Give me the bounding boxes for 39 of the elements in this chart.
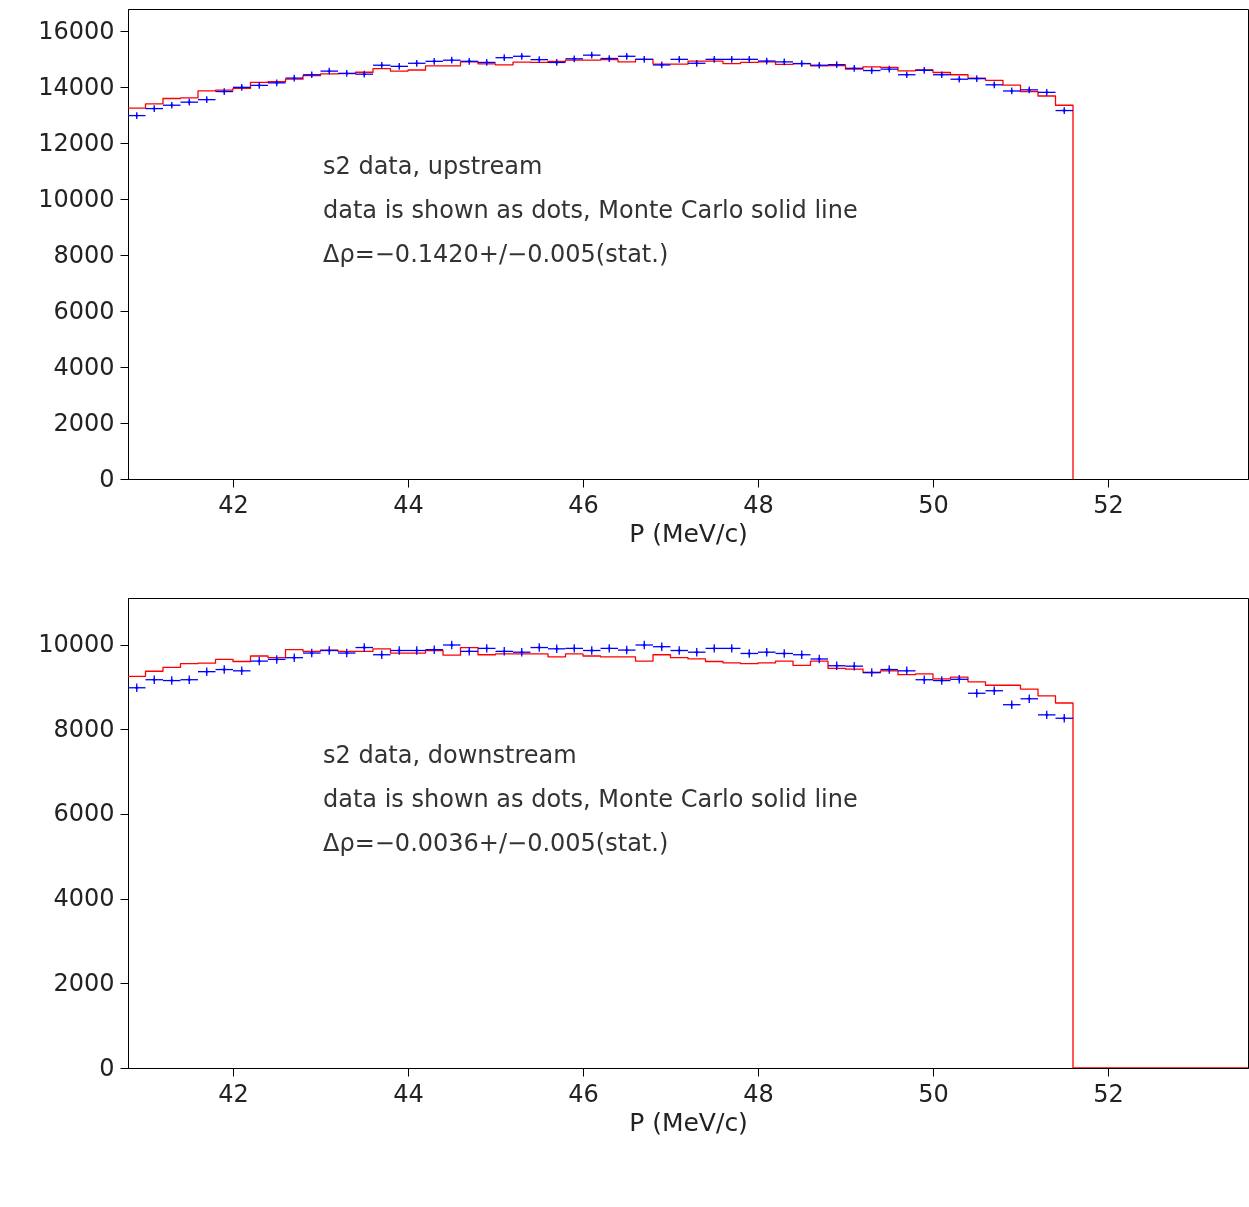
y-tick-label: 6000: [53, 296, 115, 325]
y-tick-label: 2000: [53, 968, 115, 997]
y-tick-label: 2000: [53, 408, 115, 437]
x-axis-title: P (MeV/c): [629, 518, 748, 548]
x-tick-label: 44: [393, 490, 424, 519]
annotation: data is shown as dots, Monte Carlo solid line: [323, 785, 858, 813]
annotation: s2 data, upstream: [323, 152, 543, 180]
x-tick-label: 42: [218, 1079, 249, 1108]
x-axis-title: P (MeV/c): [629, 1107, 748, 1137]
y-tick-label: 10000: [38, 630, 115, 659]
annotation: Δρ=−0.1420+/−0.005(stat.): [323, 240, 669, 268]
y-tick-label: 8000: [53, 240, 115, 269]
y-tick-label: 14000: [38, 72, 115, 101]
y-tick-label: 6000: [53, 799, 115, 828]
x-tick-label: 52: [1093, 490, 1124, 519]
y-tick-label: 16000: [38, 16, 115, 45]
annotation: Δρ=−0.0036+/−0.005(stat.): [323, 829, 669, 857]
x-tick-label: 48: [743, 490, 774, 519]
y-tick-label: 8000: [53, 714, 115, 743]
y-tick-label: 10000: [38, 184, 115, 213]
point: [240, 669, 244, 673]
annotation: data is shown as dots, Monte Carlo solid line: [323, 196, 858, 224]
x-tick-label: 46: [568, 1079, 599, 1108]
y-tick-label: 0: [99, 464, 115, 493]
x-tick-label: 50: [918, 490, 949, 519]
x-tick-label: 50: [918, 1079, 949, 1108]
annotation: s2 data, downstream: [323, 741, 577, 769]
y-tick-label: 4000: [53, 352, 115, 381]
point: [905, 669, 909, 673]
x-tick-label: 48: [743, 1079, 774, 1108]
y-tick-label: 12000: [38, 128, 115, 157]
y-tick-label: 4000: [53, 884, 115, 913]
x-tick-label: 44: [393, 1079, 424, 1108]
x-tick-label: 46: [568, 490, 599, 519]
point: [852, 664, 856, 668]
point: [555, 647, 559, 651]
x-tick-label: 52: [1093, 1079, 1124, 1108]
x-tick-label: 42: [218, 490, 249, 519]
y-tick-label: 0: [99, 1053, 115, 1082]
